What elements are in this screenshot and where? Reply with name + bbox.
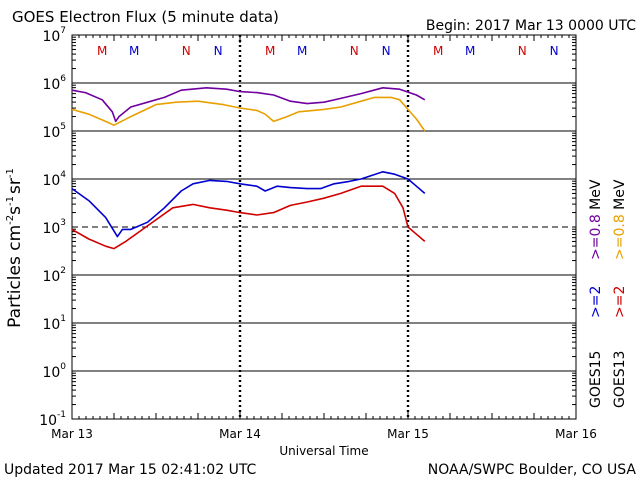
series-line	[71, 171, 426, 238]
y-tick-label: 105	[42, 122, 66, 141]
marker-label: N	[518, 44, 527, 58]
legend-entry-label: >=0.8 MeV	[588, 179, 604, 260]
x-tick-label: Mar 16	[555, 427, 597, 441]
y-tick-label: 107	[42, 26, 66, 45]
legend-entry-label: >=2	[612, 286, 628, 318]
marker-label: N	[550, 44, 559, 58]
legend-satellite-label: GOES15	[588, 351, 604, 408]
y-axis-label: Particles cm-2s-1sr-1	[5, 168, 25, 328]
marker-label: N	[382, 44, 391, 58]
y-tick-label: 102	[42, 266, 66, 285]
y-tick-label: 100	[42, 362, 66, 381]
marker-label: M	[433, 44, 443, 58]
marker-label: N	[182, 44, 191, 58]
legend: >=0.8 MeV >=0.8 MeV >=2 >=2 GOES15 GOES13	[588, 179, 628, 408]
y-tick-label: 104	[42, 170, 66, 189]
x-axis-label: Universal Time	[279, 444, 368, 458]
marker-label: M	[297, 44, 307, 58]
series-line	[71, 96, 426, 132]
y-tick-label: 103	[42, 218, 66, 237]
credit-label: NOAA/SWPC Boulder, CO USA	[428, 462, 637, 478]
marker-label: N	[214, 44, 223, 58]
x-tick-label: Mar 14	[219, 427, 261, 441]
grid-lines	[72, 35, 576, 419]
marker-label: N	[350, 44, 359, 58]
series-group	[71, 87, 426, 250]
updated-timestamp: Updated 2017 Mar 15 02:41:02 UTC	[4, 462, 257, 478]
marker-label: M	[465, 44, 475, 58]
y-tick-label: 106	[42, 74, 66, 93]
chart-title: GOES Electron Flux (5 minute data)	[12, 8, 279, 26]
series-line	[71, 185, 426, 250]
x-tick-label: Mar 15	[387, 427, 429, 441]
series-line	[71, 87, 426, 123]
x-tick-label: Mar 13	[51, 427, 93, 441]
marker-label: M	[97, 44, 107, 58]
legend-unit: MeV	[612, 179, 628, 210]
y-tick-label: 101	[42, 314, 66, 333]
legend-satellite-label: GOES13	[612, 351, 628, 408]
legend-entry-label: >=2	[588, 286, 604, 318]
begin-label: Begin: 2017 Mar 13 0000 UTC	[426, 18, 636, 34]
tick-marks	[71, 35, 577, 419]
legend-entry-label: >=0.8 MeV	[612, 179, 628, 260]
marker-label: M	[129, 44, 139, 58]
marker-label: M	[265, 44, 275, 58]
y-tick-label: 10-1	[39, 410, 66, 429]
legend-unit: MeV	[588, 179, 604, 210]
